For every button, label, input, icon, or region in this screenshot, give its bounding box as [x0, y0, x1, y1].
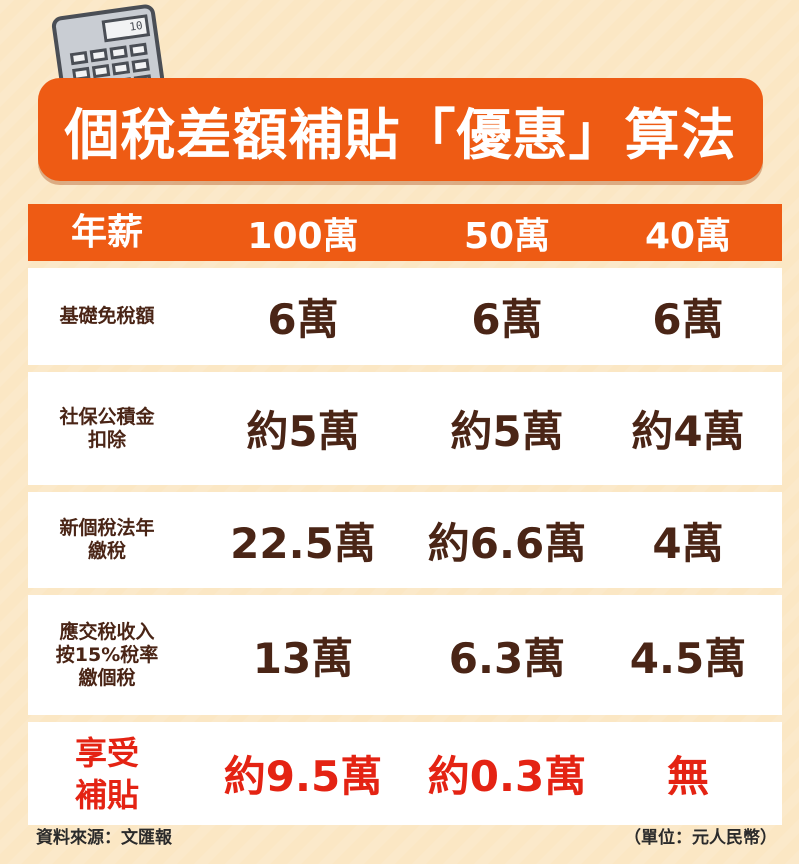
unit-note: （單位：元人民幣） — [624, 828, 777, 848]
header-label: 年薪 — [70, 212, 143, 253]
subsidy-table: 年薪 100萬 50萬 40萬 基礎免稅額 6萬 6萬 6萬 社保公積金 扣除 … — [28, 204, 782, 825]
row-value: 約5萬 — [246, 407, 360, 456]
row-label: 社保公積金 扣除 — [59, 405, 155, 451]
table-row: 社保公積金 扣除 約5萬 約5萬 約4萬 — [28, 372, 782, 485]
row-label: 享受 補貼 — [74, 733, 139, 814]
row-value: 13萬 — [252, 633, 354, 683]
calculator-screen: 10 — [101, 14, 151, 43]
table-row: 應交稅收入 按15%稅率 繳個稅 13萬 6.3萬 4.5萬 — [28, 595, 782, 715]
row-value: 6.3萬 — [448, 633, 566, 683]
source-note: 資料來源：文匯報 — [36, 828, 172, 848]
table-row-subsidy: 享受 補貼 約9.5萬 約0.3萬 無 — [28, 722, 782, 825]
row-value: 6萬 — [471, 295, 543, 344]
row-label: 基礎免稅額 — [59, 305, 155, 327]
row-value: 無 — [666, 752, 709, 801]
row-value: 22.5萬 — [230, 518, 376, 568]
row-value: 約6.6萬 — [427, 518, 587, 568]
row-value: 約0.3萬 — [427, 752, 587, 801]
header-col-1: 100萬 — [247, 215, 359, 257]
row-value: 4.5萬 — [629, 633, 747, 683]
header-col-3: 40萬 — [644, 215, 732, 257]
title-banner: 個稅差額補貼「優惠」算法 — [38, 78, 763, 181]
row-label: 新個稅法年 繳稅 — [59, 517, 155, 562]
header-col-2: 50萬 — [463, 215, 551, 257]
row-value: 約5萬 — [450, 407, 564, 456]
row-value: 約9.5萬 — [223, 752, 383, 801]
table-row: 新個稅法年 繳稅 22.5萬 約6.6萬 4萬 — [28, 492, 782, 588]
row-value: 6萬 — [267, 295, 339, 344]
row-value: 4萬 — [652, 518, 724, 568]
page-title: 個稅差額補貼「優惠」算法 — [64, 102, 737, 167]
table-row: 基礎免稅額 6萬 6萬 6萬 — [28, 268, 782, 365]
table-header-row: 年薪 100萬 50萬 40萬 — [28, 204, 782, 261]
row-value: 6萬 — [652, 295, 724, 344]
row-label: 應交稅收入 按15%稅率 繳個稅 — [55, 620, 159, 689]
row-value: 約4萬 — [631, 407, 745, 456]
